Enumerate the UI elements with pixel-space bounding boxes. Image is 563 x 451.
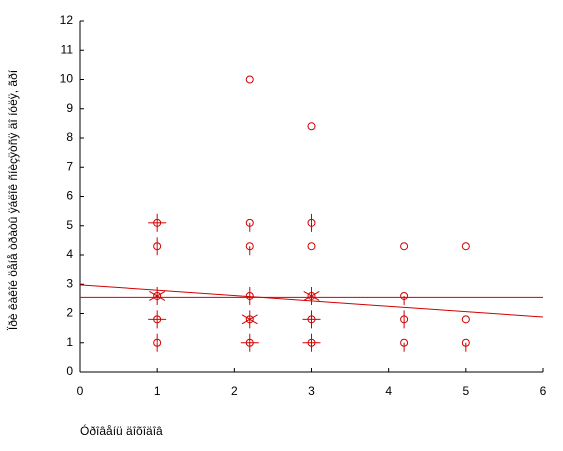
x-tick-label: 1 <box>154 384 161 398</box>
petal <box>249 314 258 320</box>
petal <box>303 295 312 301</box>
sunflower <box>461 338 470 352</box>
sunflower <box>240 333 259 352</box>
sunflower <box>245 286 254 305</box>
sunflower <box>461 242 470 251</box>
x-tick-label: 5 <box>462 384 469 398</box>
x-axis-label: Óðîâåíü äîõîäîâ <box>80 423 163 438</box>
point <box>307 242 316 251</box>
y-tick-label: 4 <box>66 247 73 261</box>
y-tick-label: 3 <box>66 276 73 290</box>
petal <box>156 295 166 301</box>
x-tick-label: 2 <box>231 384 238 398</box>
y-tick-label: 7 <box>66 159 73 173</box>
y-axis-label: Ïðè êàêîé öåíå òðàòû ÿáëîê ñíèçÿòñÿ äî í… <box>6 69 20 330</box>
petal <box>303 291 312 297</box>
y-tick-label: 11 <box>61 42 74 56</box>
sunflower <box>400 291 409 305</box>
sunflower <box>307 242 316 251</box>
petal <box>156 291 166 297</box>
y-tick-label: 10 <box>60 72 74 86</box>
sunflower <box>307 213 316 232</box>
sunflower <box>241 310 258 329</box>
y-tick-label: 0 <box>66 364 73 378</box>
sunflower <box>400 310 409 329</box>
point <box>461 242 470 251</box>
sunflower <box>400 338 409 352</box>
point <box>461 315 470 324</box>
point <box>245 75 254 84</box>
petal <box>149 295 158 301</box>
sunflower <box>245 242 254 256</box>
y-tick-label: 6 <box>66 189 73 203</box>
petal <box>241 314 251 320</box>
petal <box>241 318 251 325</box>
sunflower <box>307 122 316 131</box>
x-tick-label: 6 <box>540 384 547 398</box>
y-tick-label: 5 <box>66 218 73 232</box>
sunflower <box>153 333 162 352</box>
x-tick-label: 4 <box>385 384 392 398</box>
sunflower <box>302 333 321 352</box>
petal <box>149 291 158 297</box>
sunflower <box>245 218 254 232</box>
sunflower <box>149 286 166 305</box>
y-tick-label: 2 <box>66 306 73 320</box>
x-tick-label: 0 <box>77 384 84 398</box>
petal <box>249 318 258 325</box>
y-tick-label: 12 <box>60 13 74 27</box>
sunflower <box>461 315 470 324</box>
sunflower <box>153 237 162 256</box>
point <box>400 242 409 251</box>
x-tick-label: 3 <box>308 384 315 398</box>
y-tick-label: 1 <box>66 335 73 349</box>
y-tick-label: 9 <box>66 101 73 115</box>
sunflower <box>148 310 167 329</box>
point <box>307 122 316 131</box>
sunflower <box>302 310 321 329</box>
sunflower <box>148 213 167 232</box>
sunflower <box>400 242 409 251</box>
sunflower <box>303 286 320 305</box>
sunflower <box>245 75 254 84</box>
petal <box>311 295 320 301</box>
y-tick-label: 8 <box>66 130 73 144</box>
petal <box>311 291 320 297</box>
